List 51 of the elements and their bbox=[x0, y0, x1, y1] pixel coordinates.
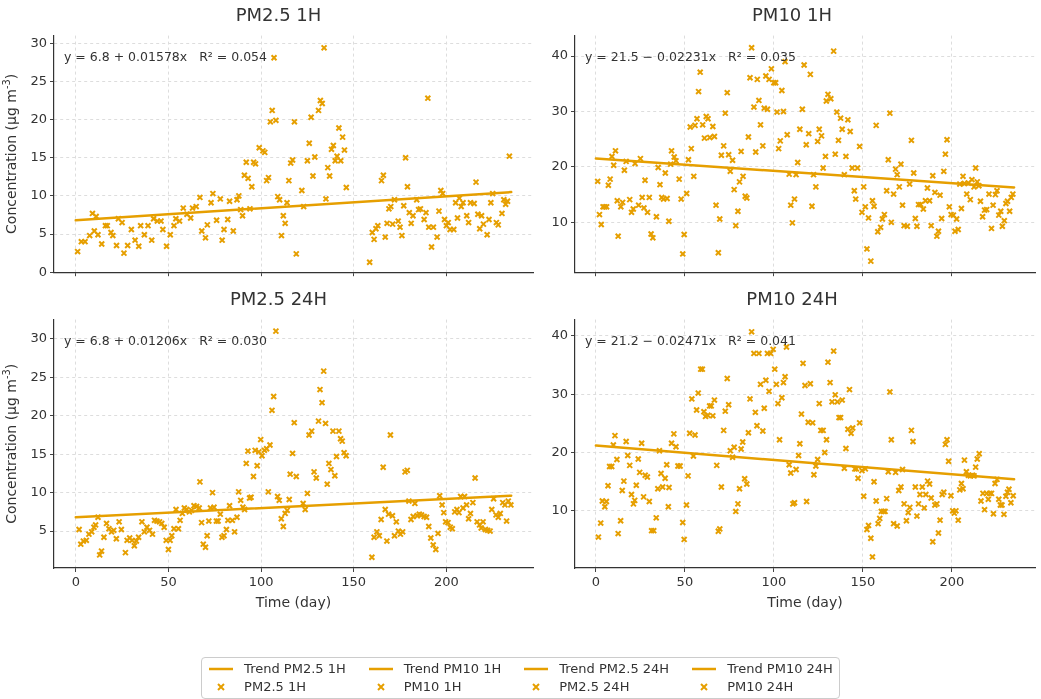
y-tick-label: 10 bbox=[30, 484, 47, 500]
y-tick-label: 30 bbox=[30, 330, 47, 346]
y-tick-label: 20 bbox=[551, 443, 568, 459]
y-tick-label: 5 bbox=[38, 522, 47, 538]
y-tick-label: 30 bbox=[30, 34, 47, 50]
legend-label: PM10 1H bbox=[403, 678, 462, 696]
x-tick-label: 200 bbox=[433, 574, 459, 590]
y-tick-label: 10 bbox=[551, 502, 568, 518]
x-tick-label: 0 bbox=[71, 574, 80, 590]
x-tick-label: 50 bbox=[160, 574, 177, 590]
legend-label: PM2.5 24H bbox=[559, 678, 630, 696]
x-tick-label: 100 bbox=[761, 574, 787, 590]
annotation: y = 21.2 − 0.02471x R² = 0.041 bbox=[585, 332, 796, 348]
y-tick-label: 15 bbox=[30, 445, 47, 461]
y-tick-label: 30 bbox=[551, 385, 568, 401]
y-axis-title: Concentration (μg m-3) bbox=[0, 73, 19, 234]
x-axis-title: Time (day) bbox=[766, 593, 843, 610]
chart-title: PM10 1H bbox=[752, 4, 832, 26]
y-tick-label: 15 bbox=[30, 149, 47, 165]
annotation: y = 6.8 + 0.01578x R² = 0.054 bbox=[64, 48, 268, 64]
y-tick-label: 0 bbox=[38, 263, 47, 279]
x-tick-label: 150 bbox=[341, 574, 367, 590]
legend-label: PM10 24H bbox=[727, 678, 794, 696]
y-tick-label: 20 bbox=[551, 158, 568, 174]
annotation: y = 6.8 + 0.01206x R² = 0.030 bbox=[64, 332, 268, 348]
y-tick-label: 20 bbox=[30, 110, 47, 126]
y-axis-title: Concentration (μg m-3) bbox=[0, 363, 19, 524]
x-tick-label: 0 bbox=[591, 574, 601, 590]
legend-label: Trend PM2.5 1H bbox=[244, 660, 346, 678]
y-tick-label: 40 bbox=[551, 47, 568, 63]
chart-title: PM10 24H bbox=[746, 288, 838, 310]
chart-title: PM2.5 1H bbox=[235, 4, 322, 26]
y-tick-label: 40 bbox=[551, 327, 568, 343]
x-tick-label: 50 bbox=[676, 574, 694, 590]
y-tick-label: 10 bbox=[30, 187, 47, 203]
legend-label: PM2.5 1H bbox=[244, 678, 307, 696]
y-tick-label: 25 bbox=[30, 72, 47, 88]
x-tick-label: 200 bbox=[939, 574, 965, 590]
y-tick-label: 20 bbox=[30, 407, 47, 423]
x-axis-title: Time (day) bbox=[254, 593, 332, 610]
legend-label: Trend PM10 1H bbox=[403, 660, 502, 678]
y-tick-label: 10 bbox=[551, 213, 568, 229]
y-tick-label: 25 bbox=[30, 368, 47, 384]
annotation: y = 21.5 − 0.02231x R² = 0.035 bbox=[585, 48, 796, 64]
chart-title: PM2.5 24H bbox=[229, 288, 328, 310]
legend-label: Trend PM10 24H bbox=[727, 660, 833, 678]
legend-label: Trend PM2.5 24H bbox=[559, 660, 670, 678]
y-tick-label: 30 bbox=[551, 102, 568, 118]
x-tick-label: 100 bbox=[248, 574, 274, 590]
x-tick-label: 150 bbox=[850, 574, 876, 590]
y-tick-label: 5 bbox=[38, 225, 47, 241]
